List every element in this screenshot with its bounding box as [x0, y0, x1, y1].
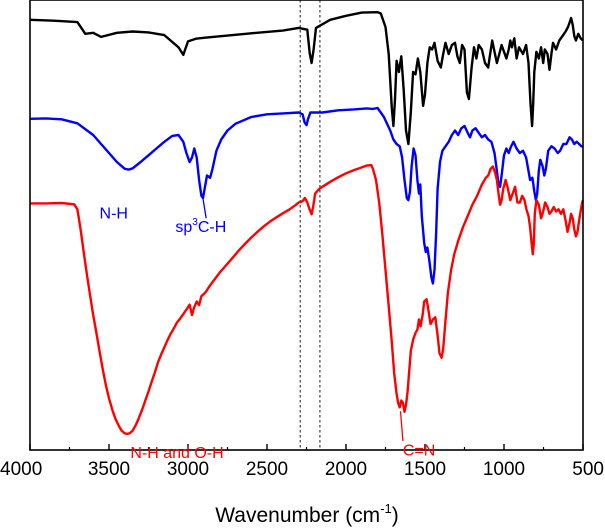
- plot-frame: [29, 0, 584, 451]
- x-tick-label: 3500: [88, 459, 130, 480]
- annotation-nhoh: N-H and O-H: [130, 445, 223, 462]
- x-tick-label: 2500: [246, 459, 288, 480]
- annotation-nh: N-H: [100, 205, 128, 222]
- annotation-sp3-arrow: [202, 198, 207, 219]
- x-axis-title-sup: -1: [380, 501, 392, 516]
- x-axis-title: Wavenumber (cm-1): [215, 501, 399, 527]
- x-axis-title-close: ): [392, 504, 399, 527]
- annotation-sp3-part: C-H: [198, 219, 226, 236]
- x-tick-label: 4000: [0, 459, 42, 480]
- annotation-cn-arrow: [399, 411, 404, 442]
- x-tick-label: 3000: [167, 459, 209, 480]
- annotation-sp3-sup: 3: [192, 217, 198, 228]
- x-axis-title-main: Wavenumber (cm: [215, 504, 380, 527]
- x-tick-label: 2000: [325, 459, 367, 480]
- series-line-blue: [29, 106, 583, 285]
- x-tick-label: 500: [572, 459, 604, 480]
- x-tick-label: 1500: [404, 459, 446, 480]
- annotation-sp3-part: sp: [175, 219, 192, 236]
- series-line-red: [30, 163, 585, 435]
- annotation-sp3: sp3C-H: [175, 217, 226, 236]
- series-line-black: [29, 11, 584, 146]
- x-tick-label: 1000: [483, 459, 525, 480]
- annotation-cn: C=N: [403, 442, 435, 459]
